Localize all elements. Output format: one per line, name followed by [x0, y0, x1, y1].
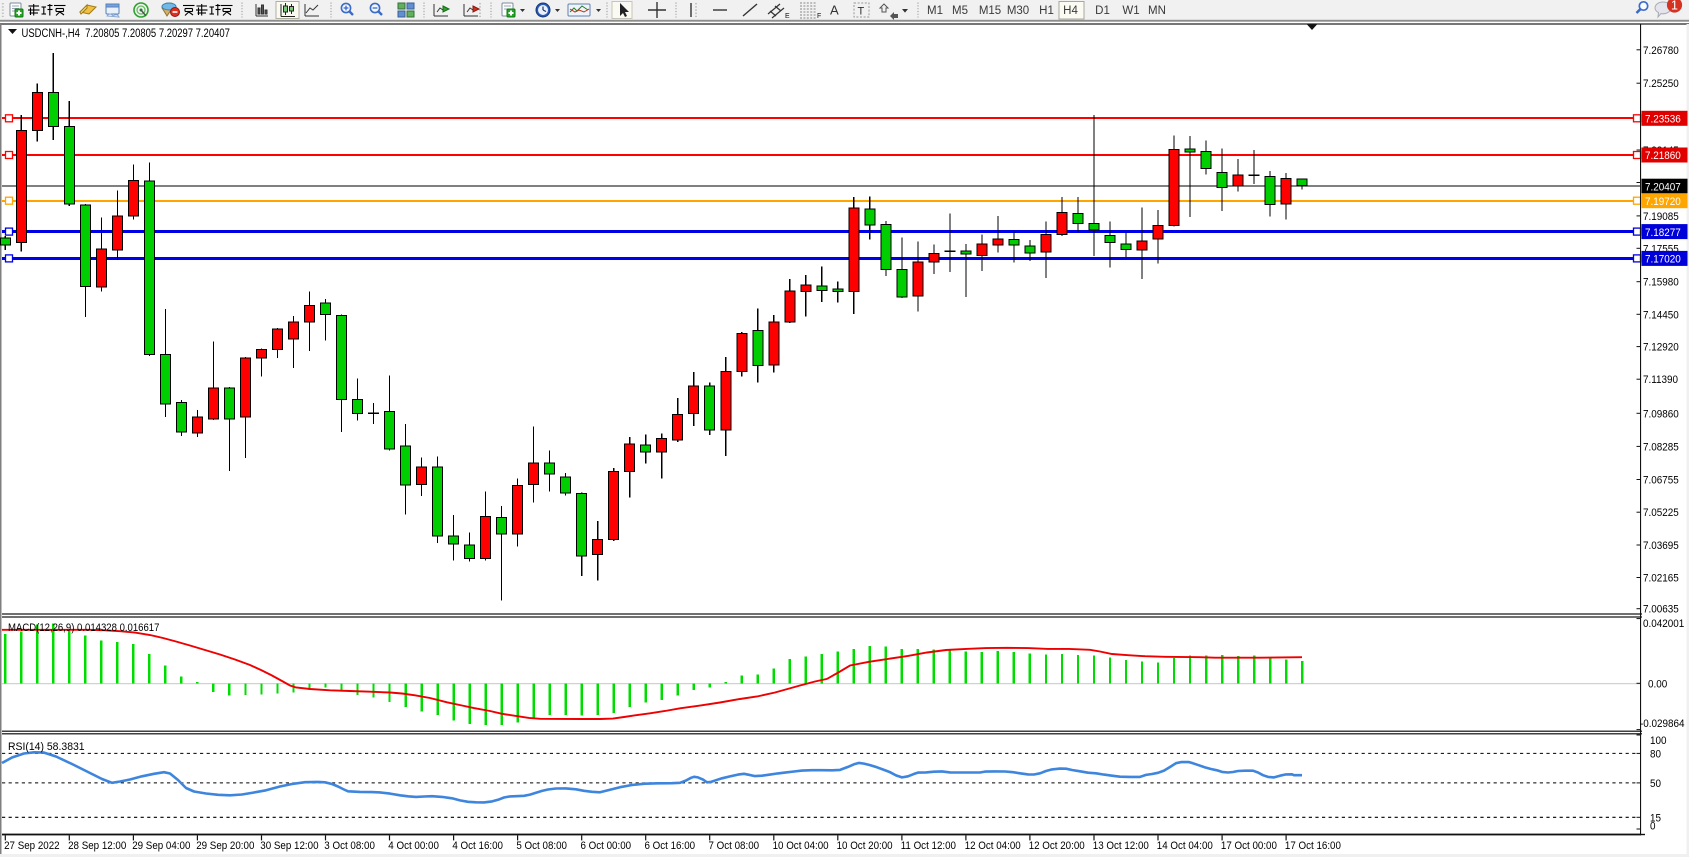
svg-text:M1: M1: [927, 5, 943, 17]
svg-text:7 Oct 08:00: 7 Oct 08:00: [709, 840, 760, 852]
svg-text:28 Sep 12:00: 28 Sep 12:00: [68, 840, 126, 852]
svg-text:10 Oct 04:00: 10 Oct 04:00: [773, 840, 829, 852]
svg-text:MACD(12,26,9) 0.014328 0.01661: MACD(12,26,9) 0.014328 0.016617: [8, 622, 160, 634]
svg-text:7.09860: 7.09860: [1643, 409, 1679, 421]
svg-text:1: 1: [1671, 0, 1678, 13]
svg-text:0.00: 0.00: [1648, 679, 1667, 691]
svg-text:F: F: [817, 13, 821, 20]
svg-text:27 Sep 2022: 27 Sep 2022: [4, 840, 60, 852]
svg-text:29 Sep 20:00: 29 Sep 20:00: [196, 840, 254, 852]
svg-text:USDCNH-,H4 7.20805 7.20805 7.: USDCNH-,H4 7.20805 7.20805 7.20297 7.204…: [22, 27, 230, 40]
svg-text:D1: D1: [1095, 5, 1110, 17]
svg-text:7.02165: 7.02165: [1643, 573, 1679, 585]
svg-text:4 Oct 16:00: 4 Oct 16:00: [452, 840, 503, 852]
svg-text:7.12920: 7.12920: [1643, 342, 1679, 354]
svg-text:0: 0: [1650, 821, 1656, 833]
svg-text:7.23536: 7.23536: [1645, 114, 1681, 126]
svg-text:M5: M5: [952, 5, 968, 17]
svg-text:7.03695: 7.03695: [1643, 541, 1679, 553]
svg-text:M30: M30: [1007, 5, 1029, 17]
svg-text:7.26780: 7.26780: [1643, 45, 1679, 57]
svg-text:13 Oct 12:00: 13 Oct 12:00: [1093, 840, 1149, 852]
svg-text:7.08285: 7.08285: [1643, 442, 1679, 454]
svg-text:17 Oct 16:00: 17 Oct 16:00: [1285, 840, 1341, 852]
svg-text:7.21860: 7.21860: [1645, 151, 1681, 163]
svg-text:7.06755: 7.06755: [1643, 475, 1679, 487]
svg-text:T: T: [858, 6, 865, 18]
svg-text:7.25250: 7.25250: [1643, 79, 1679, 91]
svg-text:W1: W1: [1122, 5, 1139, 17]
svg-text:7.17020: 7.17020: [1645, 254, 1681, 266]
svg-text:4 Oct 00:00: 4 Oct 00:00: [388, 840, 439, 852]
svg-text:7.14450: 7.14450: [1643, 310, 1679, 322]
svg-text:50: 50: [1650, 778, 1661, 790]
svg-text:10 Oct 20:00: 10 Oct 20:00: [837, 840, 893, 852]
svg-text:7.00635: 7.00635: [1643, 604, 1679, 616]
svg-text:RSI(14) 58.3831: RSI(14) 58.3831: [8, 741, 85, 753]
svg-text:7.18277: 7.18277: [1645, 227, 1681, 239]
svg-text:E: E: [785, 13, 790, 20]
svg-text:12 Oct 04:00: 12 Oct 04:00: [965, 840, 1021, 852]
svg-text:6 Oct 00:00: 6 Oct 00:00: [581, 840, 632, 852]
svg-text:7.19720: 7.19720: [1645, 196, 1681, 208]
svg-text:MN: MN: [1148, 5, 1166, 17]
svg-text:80: 80: [1650, 749, 1661, 761]
svg-text:3 Oct 08:00: 3 Oct 08:00: [324, 840, 375, 852]
svg-text:M15: M15: [979, 5, 1001, 17]
svg-text:H4: H4: [1063, 5, 1078, 17]
svg-text:-0.029864: -0.029864: [1640, 718, 1685, 730]
svg-text:11 Oct 12:00: 11 Oct 12:00: [901, 840, 956, 852]
svg-text:7.20407: 7.20407: [1645, 182, 1681, 194]
svg-text:6 Oct 16:00: 6 Oct 16:00: [645, 840, 696, 852]
svg-text:7.19085: 7.19085: [1643, 211, 1679, 223]
svg-text:0.042001: 0.042001: [1643, 619, 1684, 631]
svg-text:17 Oct 00:00: 17 Oct 00:00: [1221, 840, 1277, 852]
svg-text:7.05225: 7.05225: [1643, 508, 1679, 520]
svg-text:29 Sep 04:00: 29 Sep 04:00: [132, 840, 190, 852]
svg-text:100: 100: [1650, 736, 1667, 748]
svg-text:12 Oct 20:00: 12 Oct 20:00: [1029, 840, 1085, 852]
svg-text:A: A: [830, 3, 839, 18]
svg-text:5 Oct 08:00: 5 Oct 08:00: [516, 840, 567, 852]
svg-text:H1: H1: [1039, 5, 1054, 17]
svg-text:14 Oct 04:00: 14 Oct 04:00: [1157, 840, 1213, 852]
svg-text:7.15980: 7.15980: [1643, 277, 1679, 289]
svg-text:7.11390: 7.11390: [1643, 375, 1678, 387]
svg-text:30 Sep 12:00: 30 Sep 12:00: [260, 840, 318, 852]
